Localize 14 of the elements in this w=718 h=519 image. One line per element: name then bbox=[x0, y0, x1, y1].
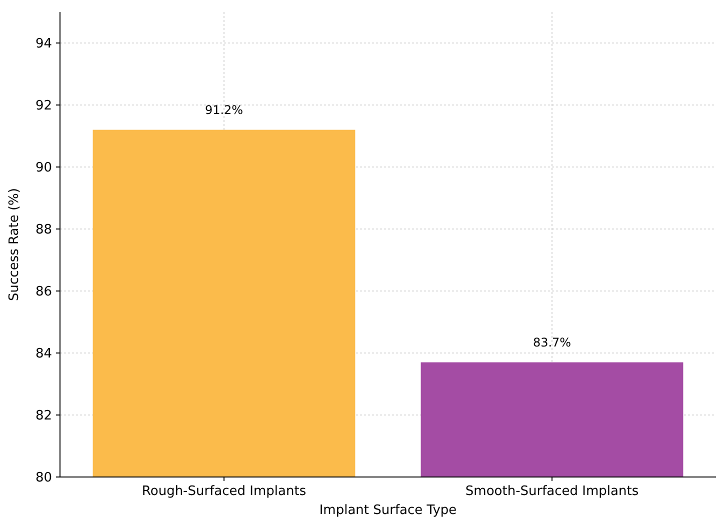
y-tick-label: 90 bbox=[35, 160, 52, 176]
y-tick-label: 88 bbox=[35, 222, 52, 238]
y-tick-label: 80 bbox=[35, 470, 52, 486]
y-tick-label: 84 bbox=[35, 346, 52, 362]
x-axis-title: Implant Surface Type bbox=[319, 503, 457, 518]
y-tick-label: 86 bbox=[35, 284, 52, 300]
x-tick-label: Smooth-Surfaced Implants bbox=[465, 484, 639, 499]
data-label: 91.2% bbox=[204, 102, 244, 117]
y-tick-label: 94 bbox=[35, 36, 52, 52]
x-tick-label: Rough-Surfaced Implants bbox=[142, 484, 306, 499]
y-axis-title: Success Rate (%) bbox=[7, 188, 22, 301]
y-tick-label: 82 bbox=[35, 408, 52, 424]
y-tick-label: 92 bbox=[35, 98, 52, 114]
data-label: 83.7% bbox=[532, 335, 572, 350]
